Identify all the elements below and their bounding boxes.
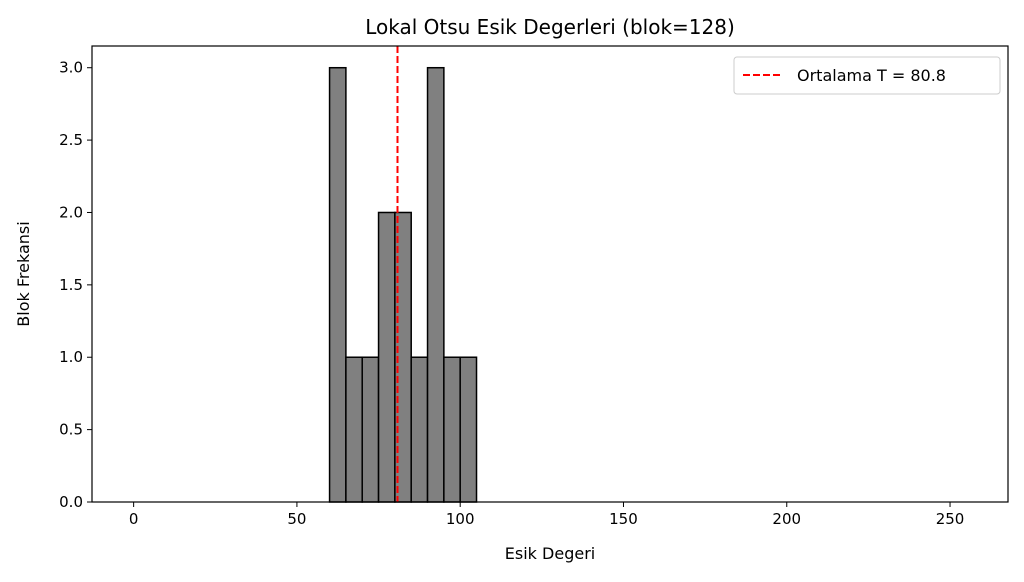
y-tick-label: 0.5 (59, 421, 83, 439)
histogram-bar (345, 356, 363, 503)
chart-title: Lokal Otsu Esik Degerleri (blok=128) (365, 15, 735, 39)
x-tick-label: 250 (936, 510, 965, 528)
y-tick-label: 0.0 (59, 493, 83, 511)
y-tick-label: 1.0 (59, 348, 83, 366)
histogram-bar (377, 211, 396, 503)
legend-box (733, 56, 1001, 95)
histogram-bar (328, 66, 347, 503)
bars-group (328, 66, 478, 503)
plot-frame (91, 45, 1009, 503)
y-tick-label: 2.5 (59, 131, 83, 149)
y-tick-label: 2.0 (59, 203, 83, 221)
x-tick-label: 0 (129, 510, 139, 528)
histogram-bar (361, 356, 380, 503)
legend-mean-label: Ortalama T = 80.8 (797, 66, 946, 85)
y-axis-label: Blok Frekansi (14, 221, 33, 326)
x-tick-label: 200 (772, 510, 801, 528)
histogram-bar (459, 356, 478, 503)
x-tick-label: 50 (287, 510, 306, 528)
histogram-bar (443, 356, 461, 503)
y-axis-ticks: 0.0 0.5 1.0 1.5 2.0 2.5 3.0 (59, 59, 92, 511)
x-tick-label: 150 (609, 510, 638, 528)
y-tick-label: 3.0 (59, 59, 83, 77)
legend: Ortalama T = 80.8 (733, 56, 1001, 95)
histogram-bar (410, 356, 429, 503)
y-tick-label: 1.5 (59, 276, 83, 294)
x-axis-ticks: 0 50 100 150 200 250 (129, 502, 964, 528)
x-axis-label: Esik Degeri (505, 544, 595, 563)
x-tick-label: 100 (446, 510, 475, 528)
histogram-bar (426, 66, 445, 503)
